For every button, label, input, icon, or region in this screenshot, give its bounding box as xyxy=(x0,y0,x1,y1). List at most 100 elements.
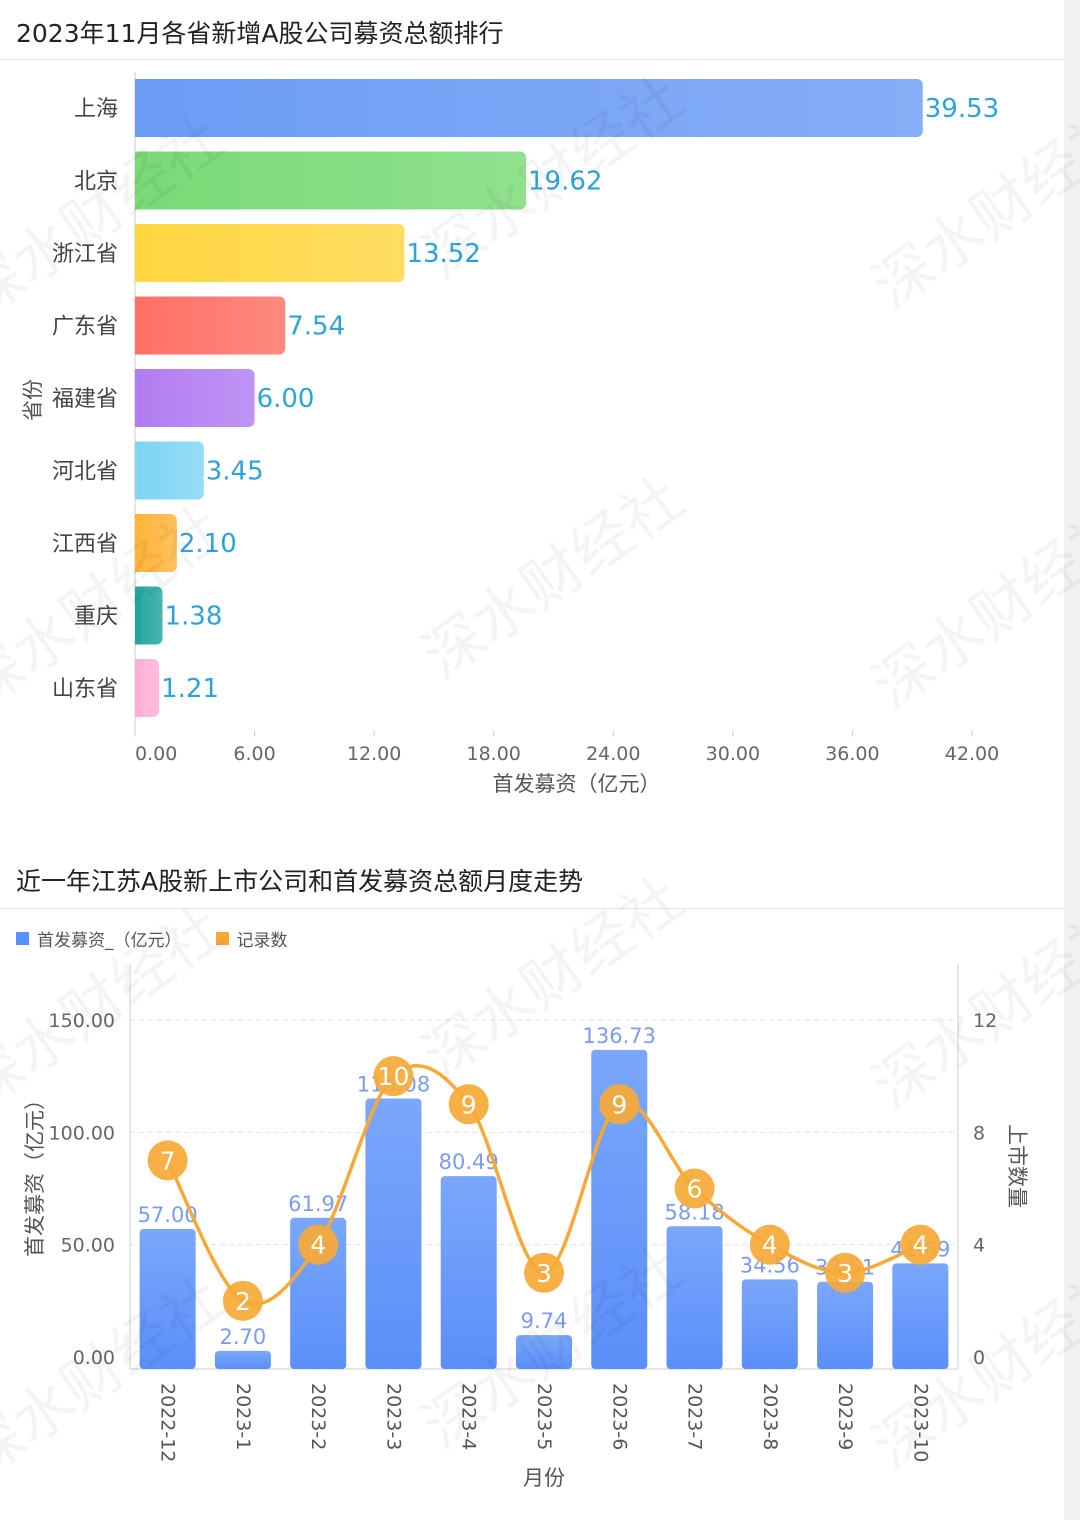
y-tick-label: 北京 xyxy=(74,170,118,195)
bar-广东省 xyxy=(135,296,286,355)
x-tick-label: 30.00 xyxy=(706,743,760,765)
bar-value-label: 1.21 xyxy=(161,674,219,704)
bar-2023-4 xyxy=(440,1176,497,1369)
x-tick-label: 6.00 xyxy=(233,743,275,765)
line-point-label: 3 xyxy=(837,1259,853,1288)
bar-left-edge-广东省 xyxy=(135,296,141,355)
y-tick-label: 河北省 xyxy=(52,460,118,485)
bar-北京 xyxy=(135,151,526,210)
chart1-x-axis-title: 首发募资（亿元） xyxy=(493,772,661,796)
y-tick-label: 上海 xyxy=(74,97,118,122)
bar-value-label: 80.49 xyxy=(439,1150,499,1174)
y-right-tick-label: 12 xyxy=(973,1010,997,1032)
y-tick-label: 重庆 xyxy=(74,605,118,630)
bar-value-label: 1.38 xyxy=(165,602,223,632)
x-tick-label: 2023-7 xyxy=(684,1383,706,1450)
bar-2023-7 xyxy=(666,1226,723,1369)
line-point-2023-5 xyxy=(524,1252,564,1293)
x-tick-label: 2023-10 xyxy=(909,1383,931,1462)
legend-item-count[interactable]: 记录数 xyxy=(215,926,288,951)
y-left-tick-label: 100.00 xyxy=(49,1122,115,1144)
line-point-2023-8 xyxy=(749,1224,790,1265)
bar-福建省 xyxy=(135,369,255,427)
bar-left-edge-河北省 xyxy=(135,441,141,500)
chart2-svg: 0.0050.00100.00150.000481257.002.7061.97… xyxy=(23,964,1029,1490)
bar-2023-8 xyxy=(741,1279,798,1369)
bar-2023-1 xyxy=(214,1350,271,1369)
line-point-label: 6 xyxy=(687,1175,703,1204)
line-point-label: 4 xyxy=(762,1231,778,1260)
x-tick-label: 36.00 xyxy=(825,743,879,765)
bar-left-edge-重庆 xyxy=(135,586,141,645)
line-point-label: 2 xyxy=(235,1287,251,1316)
bar-江西省 xyxy=(135,514,177,572)
bar-河北省 xyxy=(135,441,204,500)
bar-value-label: 7.54 xyxy=(287,312,345,342)
y-tick-label: 江西省 xyxy=(52,532,118,557)
bar-value-label: 39.53 xyxy=(925,94,999,124)
chart1-y-axis-title: 省份 xyxy=(21,379,45,421)
line-point-2023-9 xyxy=(825,1252,866,1293)
x-tick-label: 42.00 xyxy=(945,743,999,765)
panel-gap xyxy=(0,800,1064,848)
x-tick-label: 2022-12 xyxy=(157,1383,179,1462)
bar-value-label: 13.52 xyxy=(406,239,480,269)
line-point-label: 4 xyxy=(310,1231,326,1260)
bar-2022-12 xyxy=(139,1228,196,1369)
chart1-title: 2023年11月各省新增A股公司募资总额排行 xyxy=(16,19,504,48)
line-point-2023-10 xyxy=(900,1224,941,1265)
chart2-legend: 首发募资_（亿元） 记录数 xyxy=(16,926,288,951)
x-tick-label: 2023-6 xyxy=(608,1383,630,1450)
line-point-2023-1 xyxy=(222,1280,263,1321)
bar-2023-5 xyxy=(516,1335,572,1369)
bar-value-label: 3.45 xyxy=(206,457,264,487)
bar-2023-10 xyxy=(892,1263,949,1369)
bar-2023-3 xyxy=(365,1098,422,1369)
y-right-tick-label: 8 xyxy=(973,1122,985,1144)
chart2-divider xyxy=(0,908,1064,909)
bar-left-edge-北京 xyxy=(135,151,141,210)
chart2-x-axis-title: 月份 xyxy=(523,1466,565,1490)
legend-swatch-funds xyxy=(16,932,29,945)
page-scrollbar[interactable] xyxy=(1064,0,1080,1520)
line-point-label: 4 xyxy=(912,1231,928,1260)
line-point-label: 3 xyxy=(536,1259,552,1288)
legend-label-funds: 首发募资_（亿元） xyxy=(37,931,182,951)
line-point-2023-3 xyxy=(373,1056,414,1097)
bar-value-label: 2.70 xyxy=(220,1325,267,1349)
chart1-panel: 2023年11月各省新增A股公司募资总额排行 上海 39.53 北京 19.62 浙江省… xyxy=(0,19,1064,796)
x-tick-label: 2023-8 xyxy=(759,1383,781,1450)
bar-value-label: 6.00 xyxy=(257,384,315,414)
line-point-label: 9 xyxy=(611,1090,627,1119)
bar-left-edge-上海 xyxy=(135,79,141,137)
y-tick-label: 山东省 xyxy=(52,677,118,702)
bar-浙江省 xyxy=(135,224,405,282)
y-tick-label: 福建省 xyxy=(52,387,118,412)
x-tick-label: 2023-9 xyxy=(834,1383,856,1450)
line-point-2023-6 xyxy=(599,1084,640,1125)
bar-value-label: 2.10 xyxy=(179,529,237,559)
x-tick-label: 2023-3 xyxy=(382,1383,404,1450)
line-point-label: 9 xyxy=(461,1090,477,1119)
bar-left-edge-浙江省 xyxy=(135,224,141,282)
chart1-svg: 上海 39.53 北京 19.62 浙江省 13.52 广东省 7.54 福建省 6.00 河北省 3… xyxy=(21,72,999,796)
bar-left-edge-福建省 xyxy=(135,369,141,427)
x-tick-label: 2023-4 xyxy=(458,1383,480,1450)
legend-swatch-count xyxy=(215,932,229,945)
line-point-2022-12 xyxy=(147,1140,188,1181)
y-left-tick-label: 150.00 xyxy=(49,1010,115,1032)
line-point-2023-2 xyxy=(298,1224,339,1265)
legend-item-funds[interactable]: 首发募资_（亿元） xyxy=(16,926,182,951)
bar-重庆 xyxy=(135,586,163,645)
bar-2023-6 xyxy=(591,1049,648,1369)
line-point-2023-4 xyxy=(448,1084,489,1125)
y-right-tick-label: 4 xyxy=(973,1235,985,1257)
chart1-divider xyxy=(0,59,1064,60)
bar-value-label: 9.74 xyxy=(521,1309,568,1333)
y-left-tick-label: 0.00 xyxy=(73,1347,115,1369)
chart2-panel: 近一年江苏A股新上市公司和首发募资总额月度走势 首发募资_（亿元） 记录数 0.… xyxy=(0,848,1064,1520)
x-tick-label: 24.00 xyxy=(586,743,640,765)
bar-2023-9 xyxy=(817,1281,874,1369)
x-tick-label: 2023-1 xyxy=(232,1383,254,1450)
bar-left-edge-江西省 xyxy=(135,514,141,572)
